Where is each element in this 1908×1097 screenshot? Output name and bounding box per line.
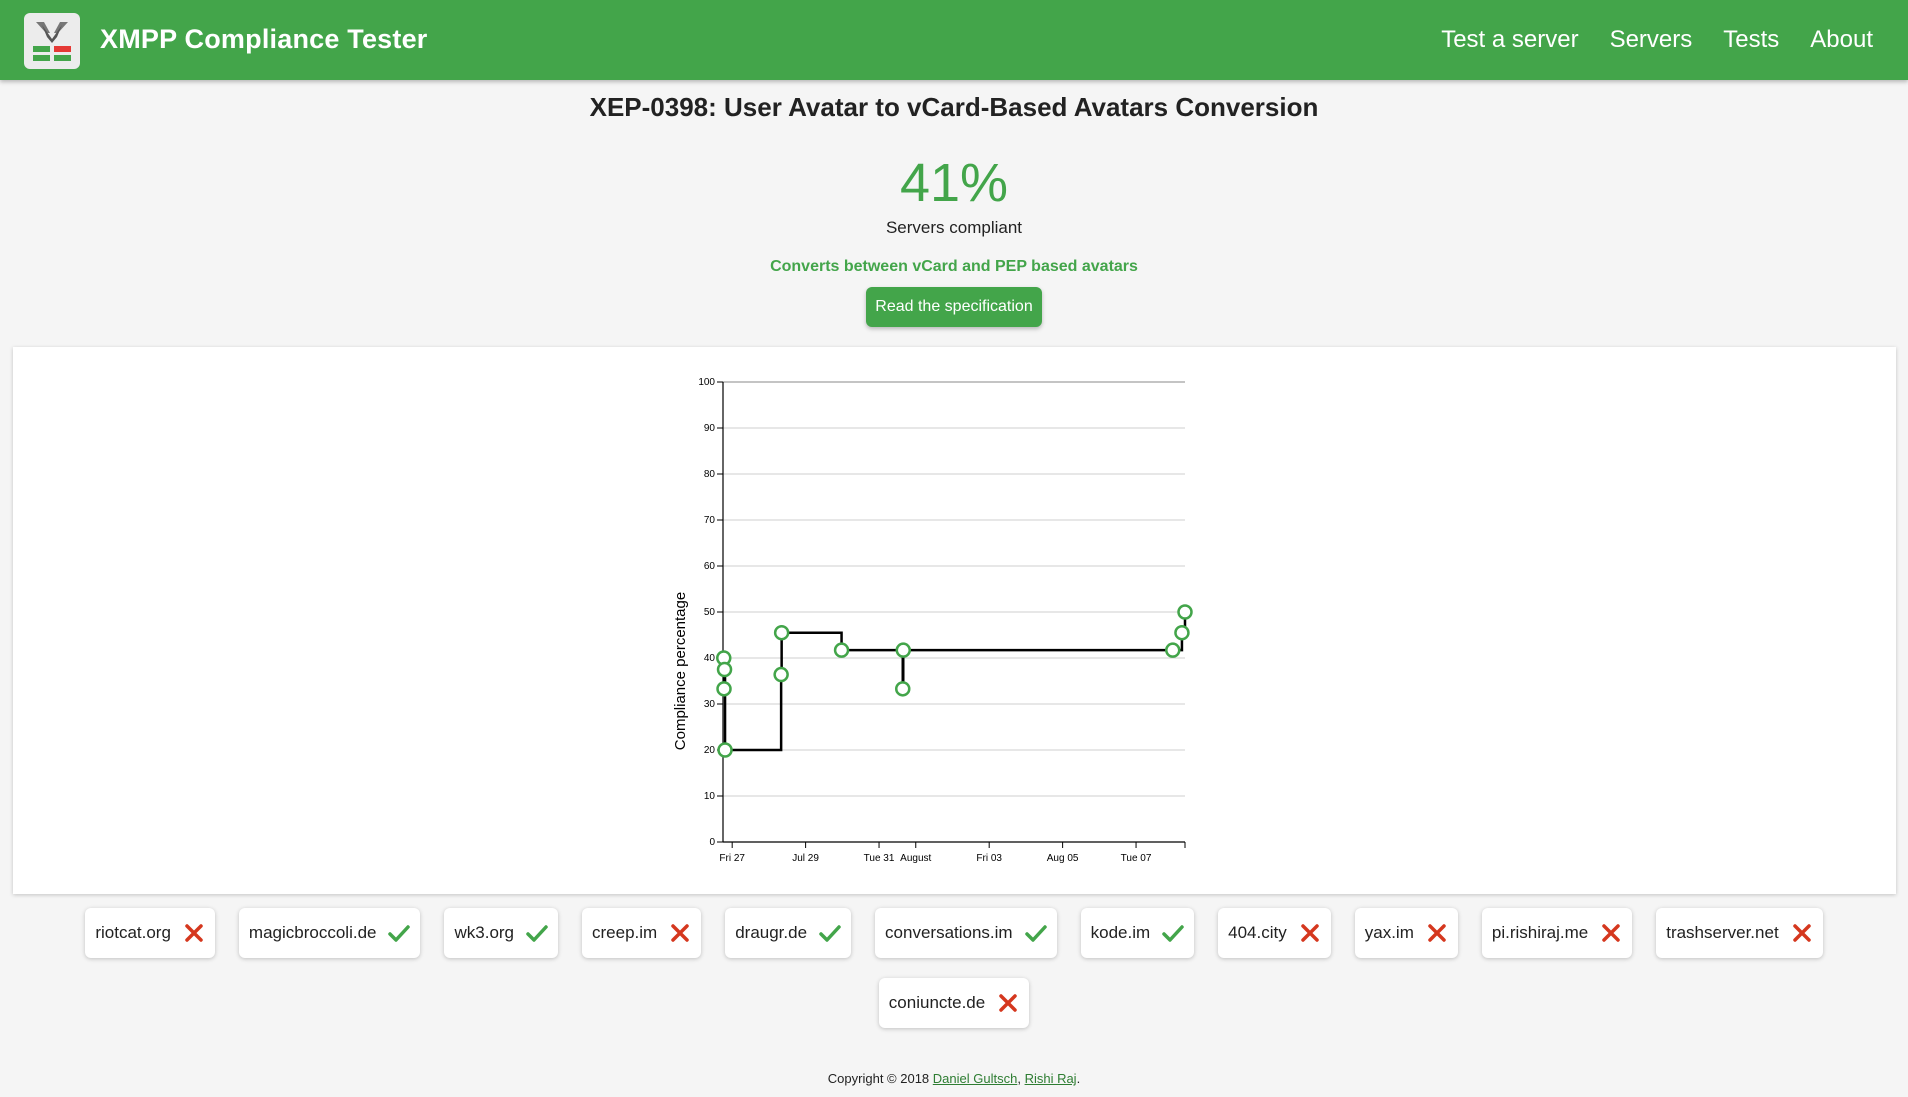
data-point[interactable] <box>1165 642 1181 658</box>
server-chip[interactable]: yax.im <box>1354 908 1458 958</box>
footer-separator: , <box>1017 1071 1025 1086</box>
server-name: pi.rishiraj.me <box>1491 923 1589 942</box>
cross-icon <box>1602 924 1620 942</box>
main-nav: Test a server Servers Tests About <box>1441 26 1873 54</box>
server-results-list: riotcat.org magicbroccoli.de wk3.org creep.… <box>60 908 1848 1028</box>
server-name: coniuncte.de <box>888 993 986 1012</box>
data-point[interactable] <box>833 642 850 658</box>
cross-icon <box>1792 924 1811 942</box>
chart-axes: 0 10 20 30 40 50 60 70 80 90 100 Fri 27 Jul 29 Tue 31… <box>698 377 1186 864</box>
data-point[interactable] <box>716 661 733 678</box>
server-name: trashserver.net <box>1666 923 1779 942</box>
cross-icon <box>1428 924 1446 942</box>
x-tick-label: Aug 05 <box>1047 853 1079 864</box>
read-specification-button[interactable]: Read the specification <box>866 287 1042 327</box>
top-bar: XMPP Compliance Tester Test a server Ser… <box>0 0 1908 80</box>
x-tick-label: August <box>900 853 931 864</box>
chart-points <box>716 604 1193 758</box>
app-title[interactable]: XMPP Compliance Tester <box>100 24 428 54</box>
cross-icon <box>999 994 1017 1012</box>
server-name: yax.im <box>1364 923 1414 942</box>
nav-test-a-server[interactable]: Test a server <box>1441 26 1579 53</box>
data-point[interactable] <box>717 742 733 758</box>
server-name: draugr.de <box>735 923 808 942</box>
server-name: magicbroccoli.de <box>248 923 377 942</box>
y-tick-label: 10 <box>704 791 716 802</box>
author-link-daniel-gultsch[interactable]: Daniel Gultsch <box>932 1071 1018 1086</box>
data-point[interactable] <box>895 642 912 658</box>
server-name: riotcat.org <box>95 923 171 942</box>
nav-servers[interactable]: Servers <box>1609 26 1693 53</box>
server-name: creep.im <box>592 923 658 942</box>
x-tick-label: Fri 03 <box>976 853 1002 864</box>
y-tick-label: 70 <box>704 515 716 526</box>
x-tick-label: Jul 29 <box>792 853 819 864</box>
cross-icon <box>671 924 689 942</box>
y-tick-label: 0 <box>709 837 715 848</box>
check-icon <box>1162 925 1184 942</box>
compliance-label: Servers compliant <box>885 218 1023 237</box>
nav-tests[interactable]: Tests <box>1723 26 1780 53</box>
data-point[interactable] <box>716 681 732 697</box>
x-tick-label: Fri 27 <box>719 853 745 864</box>
y-tick-label: 50 <box>704 607 716 618</box>
server-chip[interactable]: trashserver.net <box>1656 908 1823 958</box>
compliance-chart-card: 0 10 20 30 40 50 60 70 80 90 100 Fri 27 Jul 29 Tue 31… <box>13 347 1896 894</box>
data-point[interactable] <box>773 666 789 683</box>
server-name: wk3.org <box>454 923 515 942</box>
check-icon <box>819 925 841 942</box>
server-name: conversations.im <box>885 923 1013 942</box>
cross-icon <box>185 924 203 942</box>
data-point[interactable] <box>1174 624 1190 641</box>
nav-about[interactable]: About <box>1810 26 1873 53</box>
y-axis-label: Compliance percentage <box>672 592 689 750</box>
check-icon <box>388 925 411 942</box>
server-chip[interactable]: conversations.im <box>875 908 1057 958</box>
data-point[interactable] <box>895 681 911 697</box>
server-chip[interactable]: creep.im <box>582 908 702 958</box>
xmpp-tester-logo-icon[interactable] <box>24 13 80 69</box>
server-chip[interactable]: riotcat.org <box>85 908 215 958</box>
server-chip[interactable]: kode.im <box>1080 908 1195 958</box>
test-description: Converts between vCard and PEP based ava… <box>770 258 1138 275</box>
server-chip[interactable]: 404.city <box>1218 908 1331 958</box>
y-tick-label: 90 <box>704 423 716 434</box>
page-title: XEP-0398: User Avatar to vCard-Based Ava… <box>589 92 1319 122</box>
compliance-percent: 41% <box>899 153 1009 213</box>
server-chip[interactable]: coniuncte.de <box>878 978 1030 1028</box>
server-chip[interactable]: magicbroccoli.de <box>238 908 421 958</box>
cross-icon <box>1300 924 1319 942</box>
x-tick-label: Tue 31 <box>864 853 895 864</box>
y-tick-label: 20 <box>704 745 716 756</box>
y-tick-label: 30 <box>704 699 716 710</box>
chart-grid <box>723 381 1185 843</box>
footer: Copyright © 2018 Daniel Gultsch, Rishi R… <box>0 1071 1908 1086</box>
y-tick-label: 40 <box>704 653 716 664</box>
footer-end: . <box>1076 1071 1081 1086</box>
check-icon <box>526 925 548 942</box>
server-chip[interactable]: wk3.org <box>444 908 559 958</box>
copyright-text: Copyright © 2018 <box>827 1071 933 1086</box>
data-point[interactable] <box>1177 604 1193 620</box>
y-tick-label: 60 <box>704 561 716 572</box>
server-name: 404.city <box>1228 923 1287 942</box>
server-chip[interactable]: pi.rishiraj.me <box>1481 908 1633 958</box>
y-tick-label: 100 <box>698 377 715 388</box>
server-chip[interactable]: draugr.de <box>725 908 852 958</box>
author-link-rishi-raj[interactable]: Rishi Raj <box>1024 1071 1077 1086</box>
y-tick-label: 80 <box>704 469 716 480</box>
data-point[interactable] <box>773 624 790 641</box>
check-icon <box>1024 925 1047 942</box>
compliance-series-line <box>722 612 1187 752</box>
compliance-history-chart: 0 10 20 30 40 50 60 70 80 90 100 Fri 27 Jul 29 Tue 31… <box>672 377 1193 864</box>
x-tick-label: Tue 07 <box>1121 853 1152 864</box>
server-name: kode.im <box>1090 923 1151 942</box>
